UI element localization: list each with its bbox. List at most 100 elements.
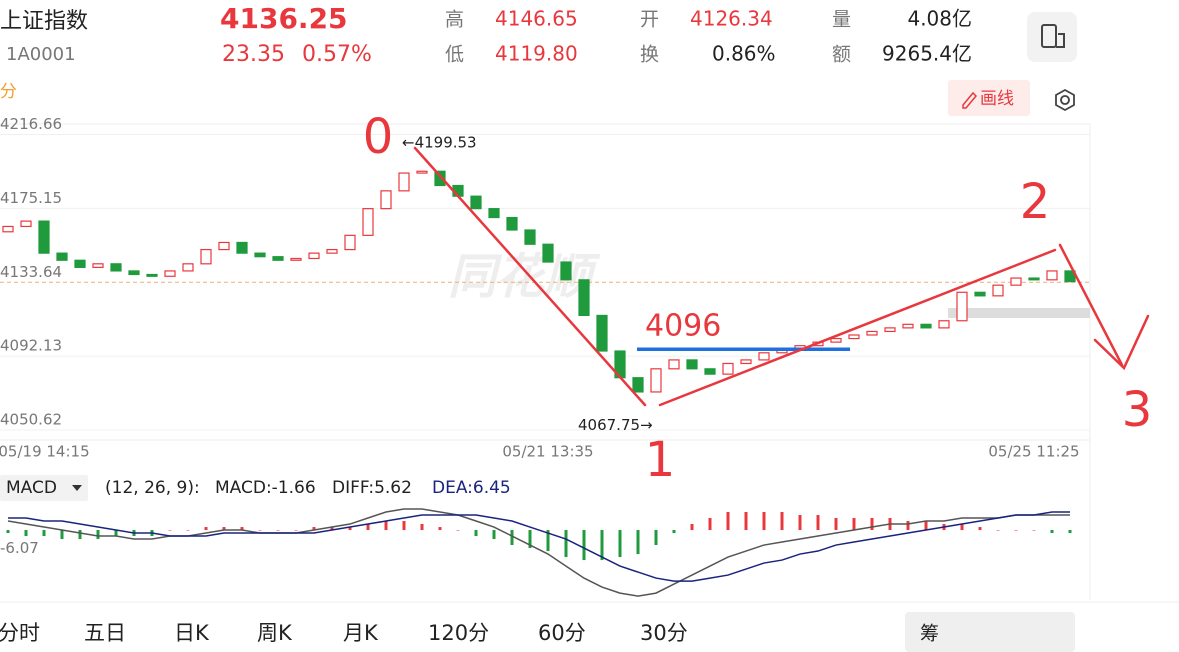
y-tick-label: 4175.15: [0, 189, 62, 207]
level-label: 4096: [645, 309, 721, 344]
macd-bar: [672, 530, 676, 534]
macd-bar: [906, 521, 910, 531]
stat-value: 0.86%: [712, 42, 776, 66]
macd-bar: [996, 530, 1000, 531]
candle: [272, 256, 284, 261]
macd-bar: [420, 524, 424, 531]
candle: [38, 220, 50, 254]
macd-bar: [654, 530, 658, 546]
landscape-button[interactable]: [1027, 12, 1077, 62]
macd-bar: [6, 530, 10, 534]
candle: [164, 270, 176, 277]
macd-bar: [834, 518, 838, 531]
candle: [992, 284, 1004, 297]
candle: [1046, 270, 1058, 281]
candle: [488, 208, 500, 219]
y-tick-label: 4133.64: [0, 263, 62, 281]
macd-bar: [762, 512, 766, 531]
macd-bar: [312, 527, 316, 531]
macd-bar: [870, 518, 874, 531]
macd-bar: [384, 521, 388, 531]
index-code: 1A0001: [6, 44, 76, 65]
macd-selector[interactable]: MACD: [0, 475, 88, 501]
macd-bar: [978, 527, 982, 531]
side-button[interactable]: 筹: [905, 612, 1075, 652]
y-tick-label: 4092.13: [0, 337, 62, 355]
candle: [542, 243, 554, 263]
x-tick-label: 05/25 11:25: [988, 443, 1079, 461]
candle: [254, 252, 266, 258]
price: 4136.25: [220, 2, 348, 35]
macd-bar: [60, 530, 64, 540]
macd-bar: [1068, 530, 1072, 534]
macd-bar: [708, 518, 712, 531]
candle: [362, 208, 374, 236]
index-name: 上证指数: [0, 9, 88, 34]
candle: [434, 170, 446, 187]
candle: [740, 359, 752, 365]
y-tick-label: 4216.66: [0, 115, 62, 133]
candle: [938, 320, 950, 329]
draw-line-label: 画线: [980, 89, 1014, 109]
dea-line: [8, 511, 1070, 582]
candle: [20, 220, 32, 228]
candle: [758, 352, 770, 361]
hand-annotations: [413, 146, 1150, 407]
draw-line-button[interactable]: 画线: [948, 80, 1030, 116]
period-selector[interactable]: 5分: [0, 82, 17, 102]
candle: [218, 241, 230, 251]
period-tab[interactable]: 分时: [0, 621, 40, 645]
macd-bar: [1014, 530, 1018, 531]
period-tab[interactable]: 月K: [343, 621, 379, 645]
stat-value: 4119.80: [495, 42, 578, 66]
macd-params: (12, 26, 9):: [105, 478, 200, 498]
arrow-head: [1093, 314, 1150, 371]
candle: [704, 368, 716, 375]
stat-value: 9265.4亿: [882, 42, 972, 66]
candle: [92, 263, 104, 268]
candle: [1028, 277, 1040, 281]
macd-bar: [564, 530, 568, 558]
macd-bar: [366, 524, 370, 531]
macd-bar: [618, 530, 622, 558]
price-band: [948, 308, 1090, 318]
candle: [632, 377, 644, 393]
macd-bar: [798, 515, 802, 531]
stat-value: 4146.65: [495, 7, 578, 31]
candle: [380, 190, 392, 210]
macd-bar: [402, 521, 406, 531]
candle: [308, 252, 320, 260]
candle: [596, 314, 608, 352]
settings-icon[interactable]: [1055, 88, 1075, 112]
period-tab[interactable]: 60分: [538, 621, 586, 645]
change-pct: 0.57%: [302, 42, 372, 67]
macd-bar: [600, 530, 604, 561]
candle: [326, 248, 338, 254]
period-tab[interactable]: 五日: [84, 621, 126, 645]
candle: [650, 368, 662, 393]
macd-bar: [546, 530, 550, 552]
candle: [2, 225, 14, 233]
stat-label: 低: [445, 44, 464, 66]
period-tab[interactable]: 日K: [174, 621, 210, 645]
candle: [200, 248, 212, 265]
candle: [578, 279, 590, 317]
macd-bar: [438, 527, 442, 531]
dea-value: DEA:6.45: [432, 478, 511, 498]
period-tab[interactable]: 周K: [257, 621, 293, 645]
stat-label: 换: [640, 44, 659, 66]
candle: [668, 359, 680, 370]
period-tabs: 分时 五日 日K 周K 月K 120分 60分 30分: [0, 621, 688, 645]
candle: [290, 257, 302, 261]
wave-label: 3: [1122, 382, 1153, 438]
x-tick-label: 05/21 13:35: [502, 443, 593, 461]
wave-line: [658, 248, 1057, 407]
stat-label: 高: [445, 9, 464, 31]
period-tab[interactable]: 30分: [640, 621, 688, 645]
candle: [830, 337, 842, 343]
candle: [722, 362, 734, 375]
period-tab[interactable]: 120分: [428, 621, 489, 645]
candle: [560, 261, 572, 281]
candle: [920, 323, 932, 329]
macd-bar: [168, 530, 172, 531]
